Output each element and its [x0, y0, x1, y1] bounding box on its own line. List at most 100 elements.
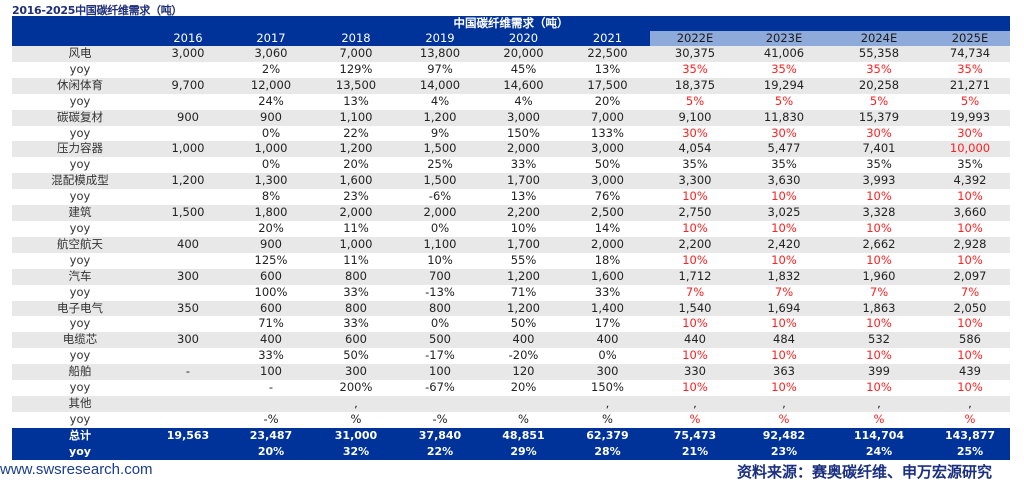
- cell-2023e: 35%: [740, 157, 828, 174]
- cell-2018: 22%: [314, 125, 398, 142]
- cell-2019: 1,500: [398, 141, 482, 158]
- cell-2025e: 143,877: [930, 427, 1011, 444]
- category-row: 电缆芯 300 400 600 500 400 400 440 484 532 586: [12, 332, 1011, 349]
- cell-2016: [148, 252, 228, 269]
- cell-2018: 1,200: [314, 141, 398, 158]
- cell-2016: 300: [148, 268, 228, 285]
- category-row: 压力容器 1,000 1,000 1,200 1,500 2,000 3,000 4,054 5…: [12, 141, 1011, 158]
- cell-2024e: ,: [828, 395, 930, 412]
- cell-2022e: 2,750: [650, 205, 740, 221]
- cell-2019: 2,000: [398, 205, 482, 221]
- cell-2025e: 10%: [930, 252, 1011, 269]
- cell-2016: [148, 380, 228, 396]
- cell-2020: 4%: [482, 93, 565, 110]
- yoy-row: yoy 71% 33% 0% 50% 17% 10% 10% 10% 10%: [12, 316, 1011, 333]
- cell-2022e: 10%: [650, 220, 740, 237]
- cell-2018: 1,600: [314, 173, 398, 190]
- cell-2019: 500: [398, 332, 482, 349]
- category-row: 航空航天 400 900 1,000 1,100 1,700 2,000 2,200 2,420…: [12, 236, 1011, 253]
- cell-2024e: 3,993: [828, 173, 930, 190]
- cell-2023e: 10%: [740, 348, 828, 365]
- cell-2018: 33%: [314, 284, 398, 301]
- cell-2016: [148, 395, 228, 412]
- cell-2016: [148, 316, 228, 333]
- cell-2021: 1,400: [565, 300, 650, 317]
- yoy-row: yoy 100% 33% -13% 71% 33% 7% 7% 7% 7%: [12, 284, 1011, 301]
- row-label: 风电: [12, 46, 148, 62]
- cell-2024e: 2,662: [828, 236, 930, 253]
- cell-2018: 300: [314, 364, 398, 381]
- cell-2017: 24%: [228, 93, 314, 110]
- cell-2018: 1,100: [314, 109, 398, 126]
- cell-2019: 1,100: [398, 236, 482, 253]
- cell-2022e: 7%: [650, 284, 740, 301]
- cell-2018: 50%: [314, 348, 398, 365]
- category-row: 船舶 -100 300 100 120 300 330 363 399 439: [12, 364, 1011, 381]
- cell-2017: 1,800: [228, 205, 314, 221]
- cell-2022e: 10%: [650, 348, 740, 365]
- cell-2017: 100: [228, 364, 314, 381]
- cell-2020: -20%: [482, 348, 565, 365]
- cell-2016: 3,000: [148, 46, 228, 62]
- cell-2017: 900: [228, 236, 314, 253]
- row-label: 休闲体育: [12, 77, 148, 94]
- cell-2022e: 5%: [650, 93, 740, 110]
- website-link[interactable]: www.swsresearch.com: [0, 461, 153, 478]
- yoy-row: yoy 2% 129% 97% 45% 13% 35% 35% 35% 35%: [12, 61, 1011, 78]
- cell-2024e: 30%: [828, 125, 930, 142]
- row-label: yoy: [12, 252, 148, 269]
- row-label: yoy: [12, 443, 148, 460]
- cell-2016: [148, 125, 228, 142]
- category-row: 休闲体育 9,700 12,000 13,500 14,000 14,600 17,500 1…: [12, 77, 1011, 94]
- cell-2023e: ,: [740, 395, 828, 412]
- row-label: 电子电气: [12, 300, 148, 317]
- cell-2016: 900: [148, 109, 228, 126]
- cell-2019: 0%: [398, 316, 482, 333]
- cell-2021: 2,500: [565, 205, 650, 221]
- cell-2017: 2%: [228, 61, 314, 78]
- cell-2024e: 532: [828, 332, 930, 349]
- cell-2017: 600: [228, 268, 314, 285]
- yoy-row: yoy 33% 50% -17% -20% 0% 10% 10% 10% 10%: [12, 348, 1011, 365]
- cell-2023e: 3,630: [740, 173, 828, 190]
- year-header-2019: 2019: [398, 31, 482, 46]
- cell-2023e: 41,006: [740, 46, 828, 62]
- cell-2021: %: [565, 411, 650, 428]
- cell-2023e: 2,420: [740, 236, 828, 253]
- cell-2021: 17,500: [565, 77, 650, 94]
- cell-2022e: 1,712: [650, 268, 740, 285]
- yoy-row: yoy 0% 22% 9% 150% 133% 30% 30% 30% 30%: [12, 125, 1011, 142]
- cell-2024e: 399: [828, 364, 930, 381]
- cell-2017: 20%: [228, 220, 314, 237]
- cell-2021: 14%: [565, 220, 650, 237]
- cell-2019: 100: [398, 364, 482, 381]
- cell-2025e: 74,734: [930, 46, 1011, 62]
- cell-2025e: 10%: [930, 189, 1011, 206]
- cell-2021: 50%: [565, 157, 650, 174]
- cell-2021: 1,600: [565, 268, 650, 285]
- cell-2020: 1,700: [482, 173, 565, 190]
- category-row: 碳碳复材 900 900 1,100 1,200 3,000 7,000 9,100 11,83…: [12, 109, 1011, 126]
- cell-2016: 1,200: [148, 173, 228, 190]
- header-blank: [12, 31, 148, 46]
- cell-2016: 1,500: [148, 205, 228, 221]
- cell-2017: 33%: [228, 348, 314, 365]
- cell-2021: 20%: [565, 93, 650, 110]
- cell-2022e: 9,100: [650, 109, 740, 126]
- cell-2023e: 10%: [740, 189, 828, 206]
- year-header-2024e: 2024E: [828, 31, 930, 46]
- cell-2017: 1,000: [228, 141, 314, 158]
- row-label: 航空航天: [12, 236, 148, 253]
- cell-2024e: 114,704: [828, 427, 930, 444]
- cell-2021: 300: [565, 364, 650, 381]
- year-header-2021: 2021: [565, 31, 650, 46]
- cell-2020: 400: [482, 332, 565, 349]
- cell-2022e: 35%: [650, 157, 740, 174]
- cell-2021: 150%: [565, 380, 650, 396]
- cell-2020: 150%: [482, 125, 565, 142]
- category-row: 电子电气 350 600 800 800 1,200 1,400 1,540 1,694 1,86…: [12, 300, 1011, 317]
- cell-2019: 13,800: [398, 46, 482, 62]
- cell-2018: 2,000: [314, 205, 398, 221]
- row-label: 碳碳复材: [12, 109, 148, 126]
- cell-2018: 800: [314, 268, 398, 285]
